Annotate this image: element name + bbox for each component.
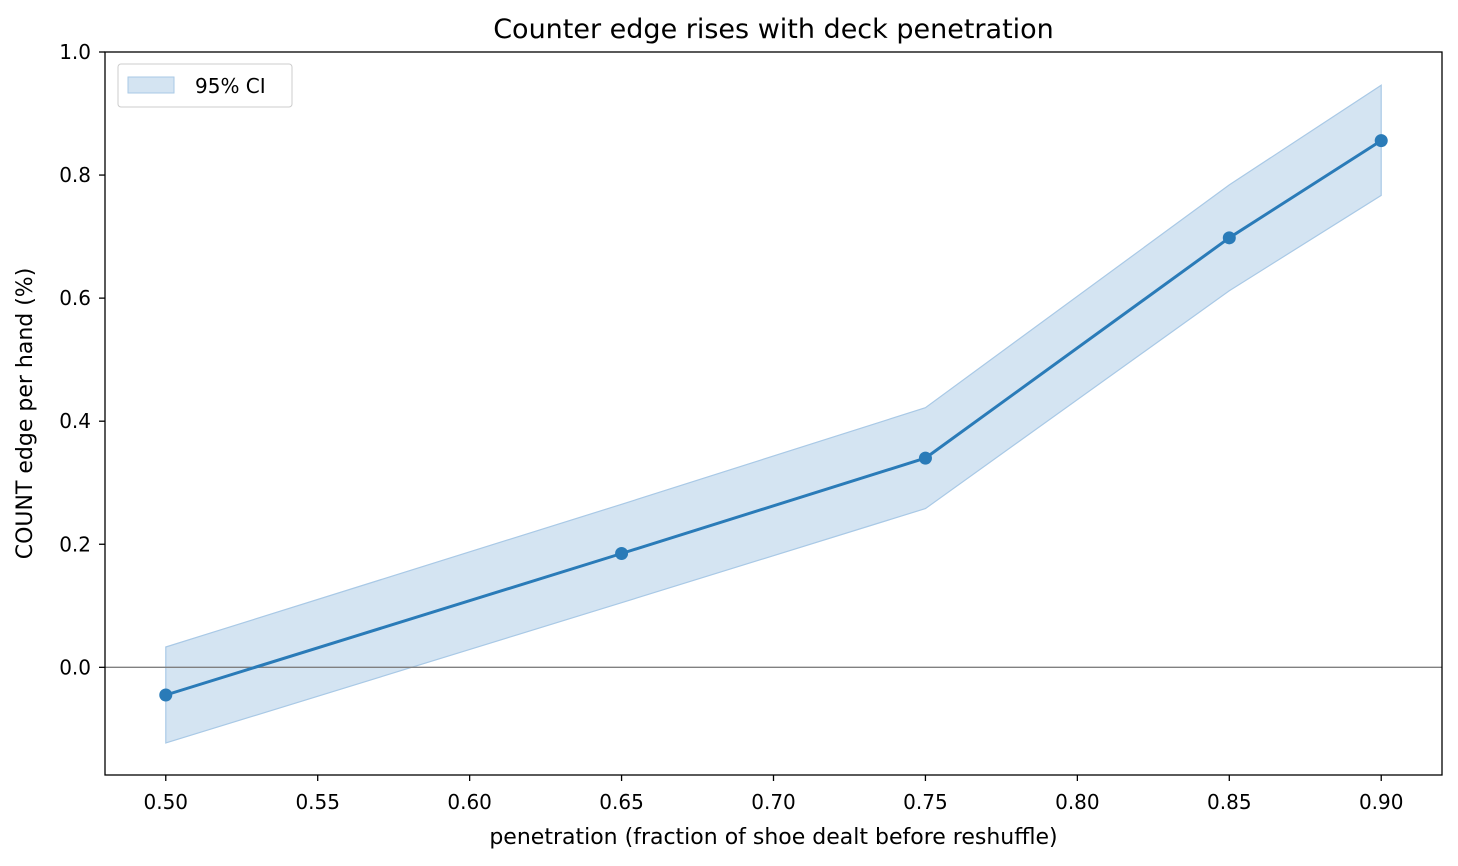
x-tick-label: 0.85 bbox=[1207, 790, 1252, 814]
y-tick-label: 0.4 bbox=[59, 409, 91, 433]
confidence-band-layer bbox=[165, 84, 1382, 744]
legend: 95% CI bbox=[117, 63, 293, 108]
data-point bbox=[615, 546, 629, 560]
data-point bbox=[159, 688, 173, 702]
data-point bbox=[918, 451, 932, 465]
legend-box bbox=[117, 63, 293, 108]
legend-label-ci: 95% CI bbox=[195, 74, 266, 98]
legend-swatch-ci bbox=[127, 76, 175, 94]
x-axis-label: penetration (fraction of shoe dealt befo… bbox=[489, 825, 1057, 850]
y-tick-label: 1.0 bbox=[59, 40, 91, 64]
y-tick-label: 0.0 bbox=[59, 655, 91, 679]
x-tick-label: 0.65 bbox=[599, 790, 644, 814]
x-tick-label: 0.90 bbox=[1359, 790, 1404, 814]
data-point bbox=[1374, 134, 1388, 148]
y-tick-label: 0.8 bbox=[59, 163, 91, 187]
y-tick-label: 0.2 bbox=[59, 532, 91, 556]
y-axis: 0.0 0.2 0.4 0.6 0.8 1.0 bbox=[59, 40, 105, 679]
y-tick-label: 0.6 bbox=[59, 286, 91, 310]
x-tick-label: 0.70 bbox=[751, 790, 796, 814]
x-tick-label: 0.55 bbox=[295, 790, 340, 814]
x-tick-label: 0.50 bbox=[144, 790, 189, 814]
ci-band bbox=[165, 84, 1382, 744]
x-axis: 0.50 0.55 0.60 0.65 0.70 0.75 0.80 0.85 0.90 bbox=[144, 775, 1404, 814]
x-tick-label: 0.75 bbox=[903, 790, 948, 814]
x-tick-label: 0.60 bbox=[447, 790, 492, 814]
chart-title: Counter edge rises with deck penetration bbox=[493, 14, 1054, 45]
data-point bbox=[1222, 231, 1236, 245]
x-tick-label: 0.80 bbox=[1055, 790, 1100, 814]
y-axis-label: COUNT edge per hand (%) bbox=[13, 268, 38, 560]
series-marker-layer bbox=[159, 134, 1388, 702]
